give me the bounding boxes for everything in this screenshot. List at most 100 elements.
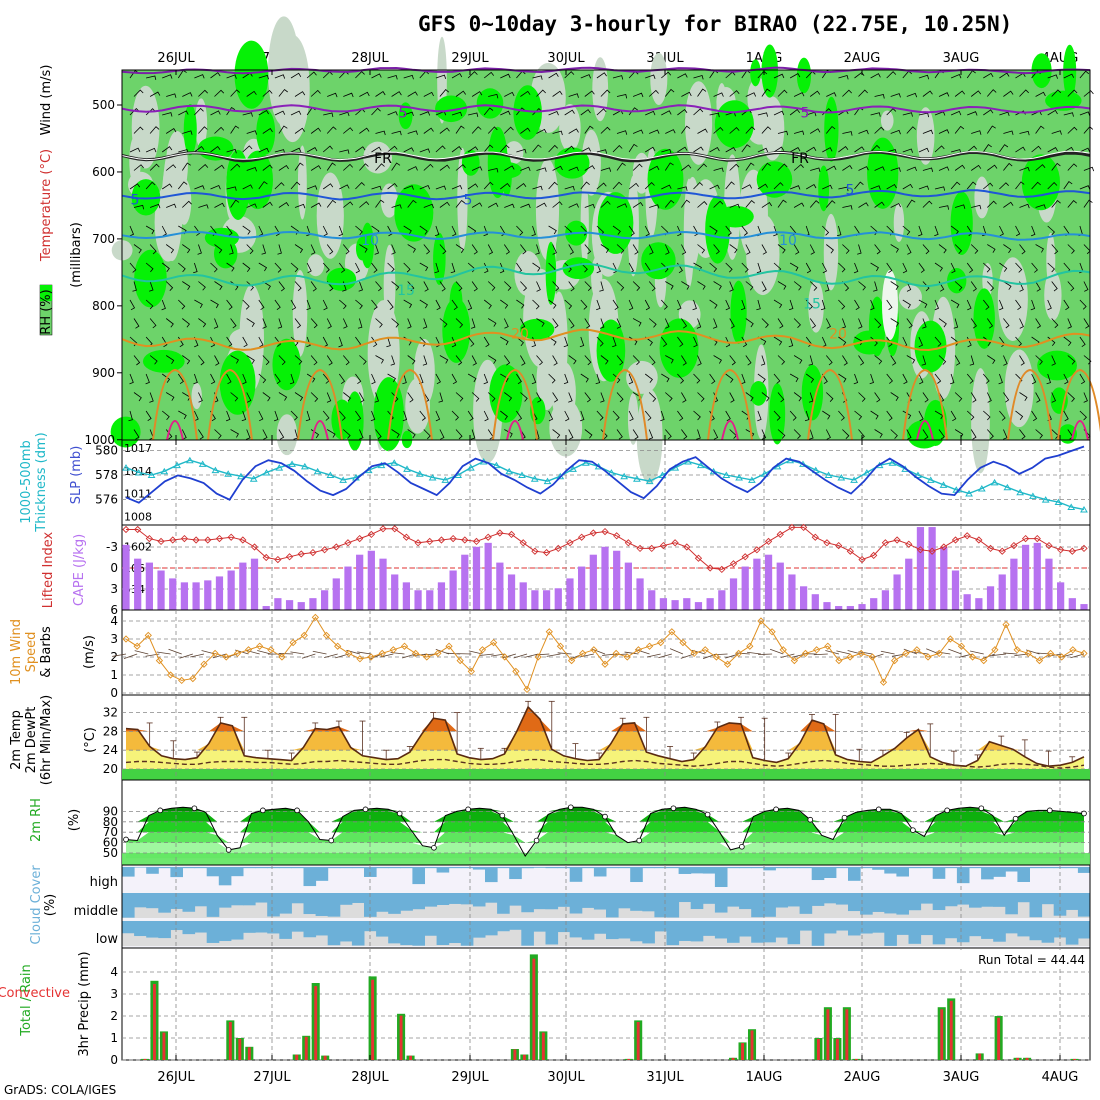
wind10-barb xyxy=(992,653,1007,656)
wind-barb xyxy=(681,199,691,208)
rh-moist-patch xyxy=(1063,44,1077,100)
wind-barb xyxy=(451,299,458,311)
wind10-marker xyxy=(423,653,431,661)
rh-dry-patch xyxy=(898,284,922,310)
wind-barb xyxy=(1019,203,1030,209)
temp-tick-3: 32 xyxy=(103,706,118,720)
wind-barb xyxy=(1019,318,1024,329)
cloud-cell-2 xyxy=(485,921,498,936)
thickness-marker xyxy=(1029,492,1037,499)
cloud-cell-0 xyxy=(267,867,280,869)
wind-barb xyxy=(906,126,917,134)
wind-barb xyxy=(596,299,601,311)
wind-barb xyxy=(596,108,607,116)
wind-barb xyxy=(902,148,913,153)
wind-barb xyxy=(503,244,510,255)
li-marker xyxy=(835,541,843,550)
cloud-cell-2 xyxy=(787,921,801,945)
cape-bar xyxy=(659,598,668,610)
wind-barb xyxy=(987,355,996,365)
date-bottom-8: 3AUG xyxy=(943,1070,980,1085)
cape-bar xyxy=(870,598,878,610)
wind-barb xyxy=(355,299,363,310)
rh-moist-patch xyxy=(716,205,754,228)
rh-dry-patch xyxy=(808,280,824,333)
wind-barb xyxy=(1079,147,1091,153)
wind-barb xyxy=(149,318,157,329)
wind-barb xyxy=(1047,262,1055,273)
wind10-barb xyxy=(179,653,193,659)
wind-barb xyxy=(1030,225,1036,237)
wind-barb xyxy=(294,392,304,402)
wind10-barb xyxy=(669,648,684,655)
wind-barb xyxy=(600,392,605,403)
wind-barb xyxy=(922,318,927,329)
wind10-marker xyxy=(924,653,932,661)
li-marker xyxy=(332,543,340,551)
rh2m-marker xyxy=(807,816,814,823)
wind-barb xyxy=(548,336,557,346)
wind-barb xyxy=(789,373,799,383)
thickness-marker xyxy=(237,472,245,480)
wind-barb xyxy=(713,167,724,173)
wind-barb xyxy=(648,392,657,402)
wind-barb xyxy=(471,244,478,255)
rh2m-marker xyxy=(875,806,882,813)
wind-barb xyxy=(468,112,479,117)
wind-barb xyxy=(532,262,541,272)
cloud-cell-2 xyxy=(993,921,1006,942)
wind-barb xyxy=(1035,244,1044,253)
wind-barb xyxy=(322,262,330,273)
wind-barb xyxy=(262,164,273,171)
ylabel-slp-line-0: SLP (mb) xyxy=(69,446,84,505)
li-marker xyxy=(426,537,434,546)
wind-barb xyxy=(520,392,528,402)
wind-barb xyxy=(226,262,235,272)
wind-barb xyxy=(1067,126,1078,134)
wind-barb xyxy=(709,373,716,385)
cloud-cell-0 xyxy=(436,867,450,873)
wind-barb xyxy=(1051,130,1062,135)
wind10-barb xyxy=(168,648,182,655)
rh2m-marker xyxy=(841,814,848,821)
wind-barb xyxy=(355,225,363,236)
rh-moist-patch xyxy=(433,232,446,285)
rh2m-tick-4: 90 xyxy=(103,804,118,818)
rh2m-marker xyxy=(1046,807,1053,814)
wind10-marker xyxy=(155,656,164,665)
rh2m-marker xyxy=(773,806,779,813)
cloud-cell-0 xyxy=(291,867,304,869)
ylabel-millibars: (millibars) xyxy=(69,222,84,288)
wind-barb xyxy=(162,112,173,117)
wind-barb xyxy=(1083,281,1089,292)
rh-dry-patch xyxy=(880,110,894,131)
li-marker xyxy=(180,534,189,543)
cloud-cell-0 xyxy=(315,867,329,881)
cloud-cell-1 xyxy=(255,893,268,903)
wind-barb xyxy=(661,149,672,154)
cloud-cell-2 xyxy=(714,921,728,939)
cloud-cell-2 xyxy=(811,921,825,946)
rh-moist-patch xyxy=(345,391,364,451)
cloud-cell-2 xyxy=(702,921,716,936)
cloud-cell-0 xyxy=(412,867,425,885)
li-marker xyxy=(379,525,387,533)
wind-barb xyxy=(693,182,703,190)
wind-barb xyxy=(950,110,962,116)
precip-tick-2: 2 xyxy=(110,1009,118,1023)
wind10-frame xyxy=(121,609,1091,696)
cape-bar xyxy=(986,586,995,610)
ylabel-temp: Temperature (°C) xyxy=(39,149,54,262)
isotherm-30-8 xyxy=(916,420,934,441)
wind-barb xyxy=(210,146,221,153)
rh-moist-patch xyxy=(714,100,754,149)
thickness-marker xyxy=(198,460,207,467)
rh2m-marker xyxy=(739,843,745,850)
cloud-cell-1 xyxy=(267,893,280,917)
rh-dry-patch xyxy=(129,136,141,186)
cloud-cell-1 xyxy=(630,893,643,911)
wind-barb xyxy=(210,110,221,116)
rh-dry-patch xyxy=(292,270,308,357)
ylabel-wind10-unit: (m/s) xyxy=(82,635,97,669)
rh2m-marker xyxy=(431,844,437,851)
